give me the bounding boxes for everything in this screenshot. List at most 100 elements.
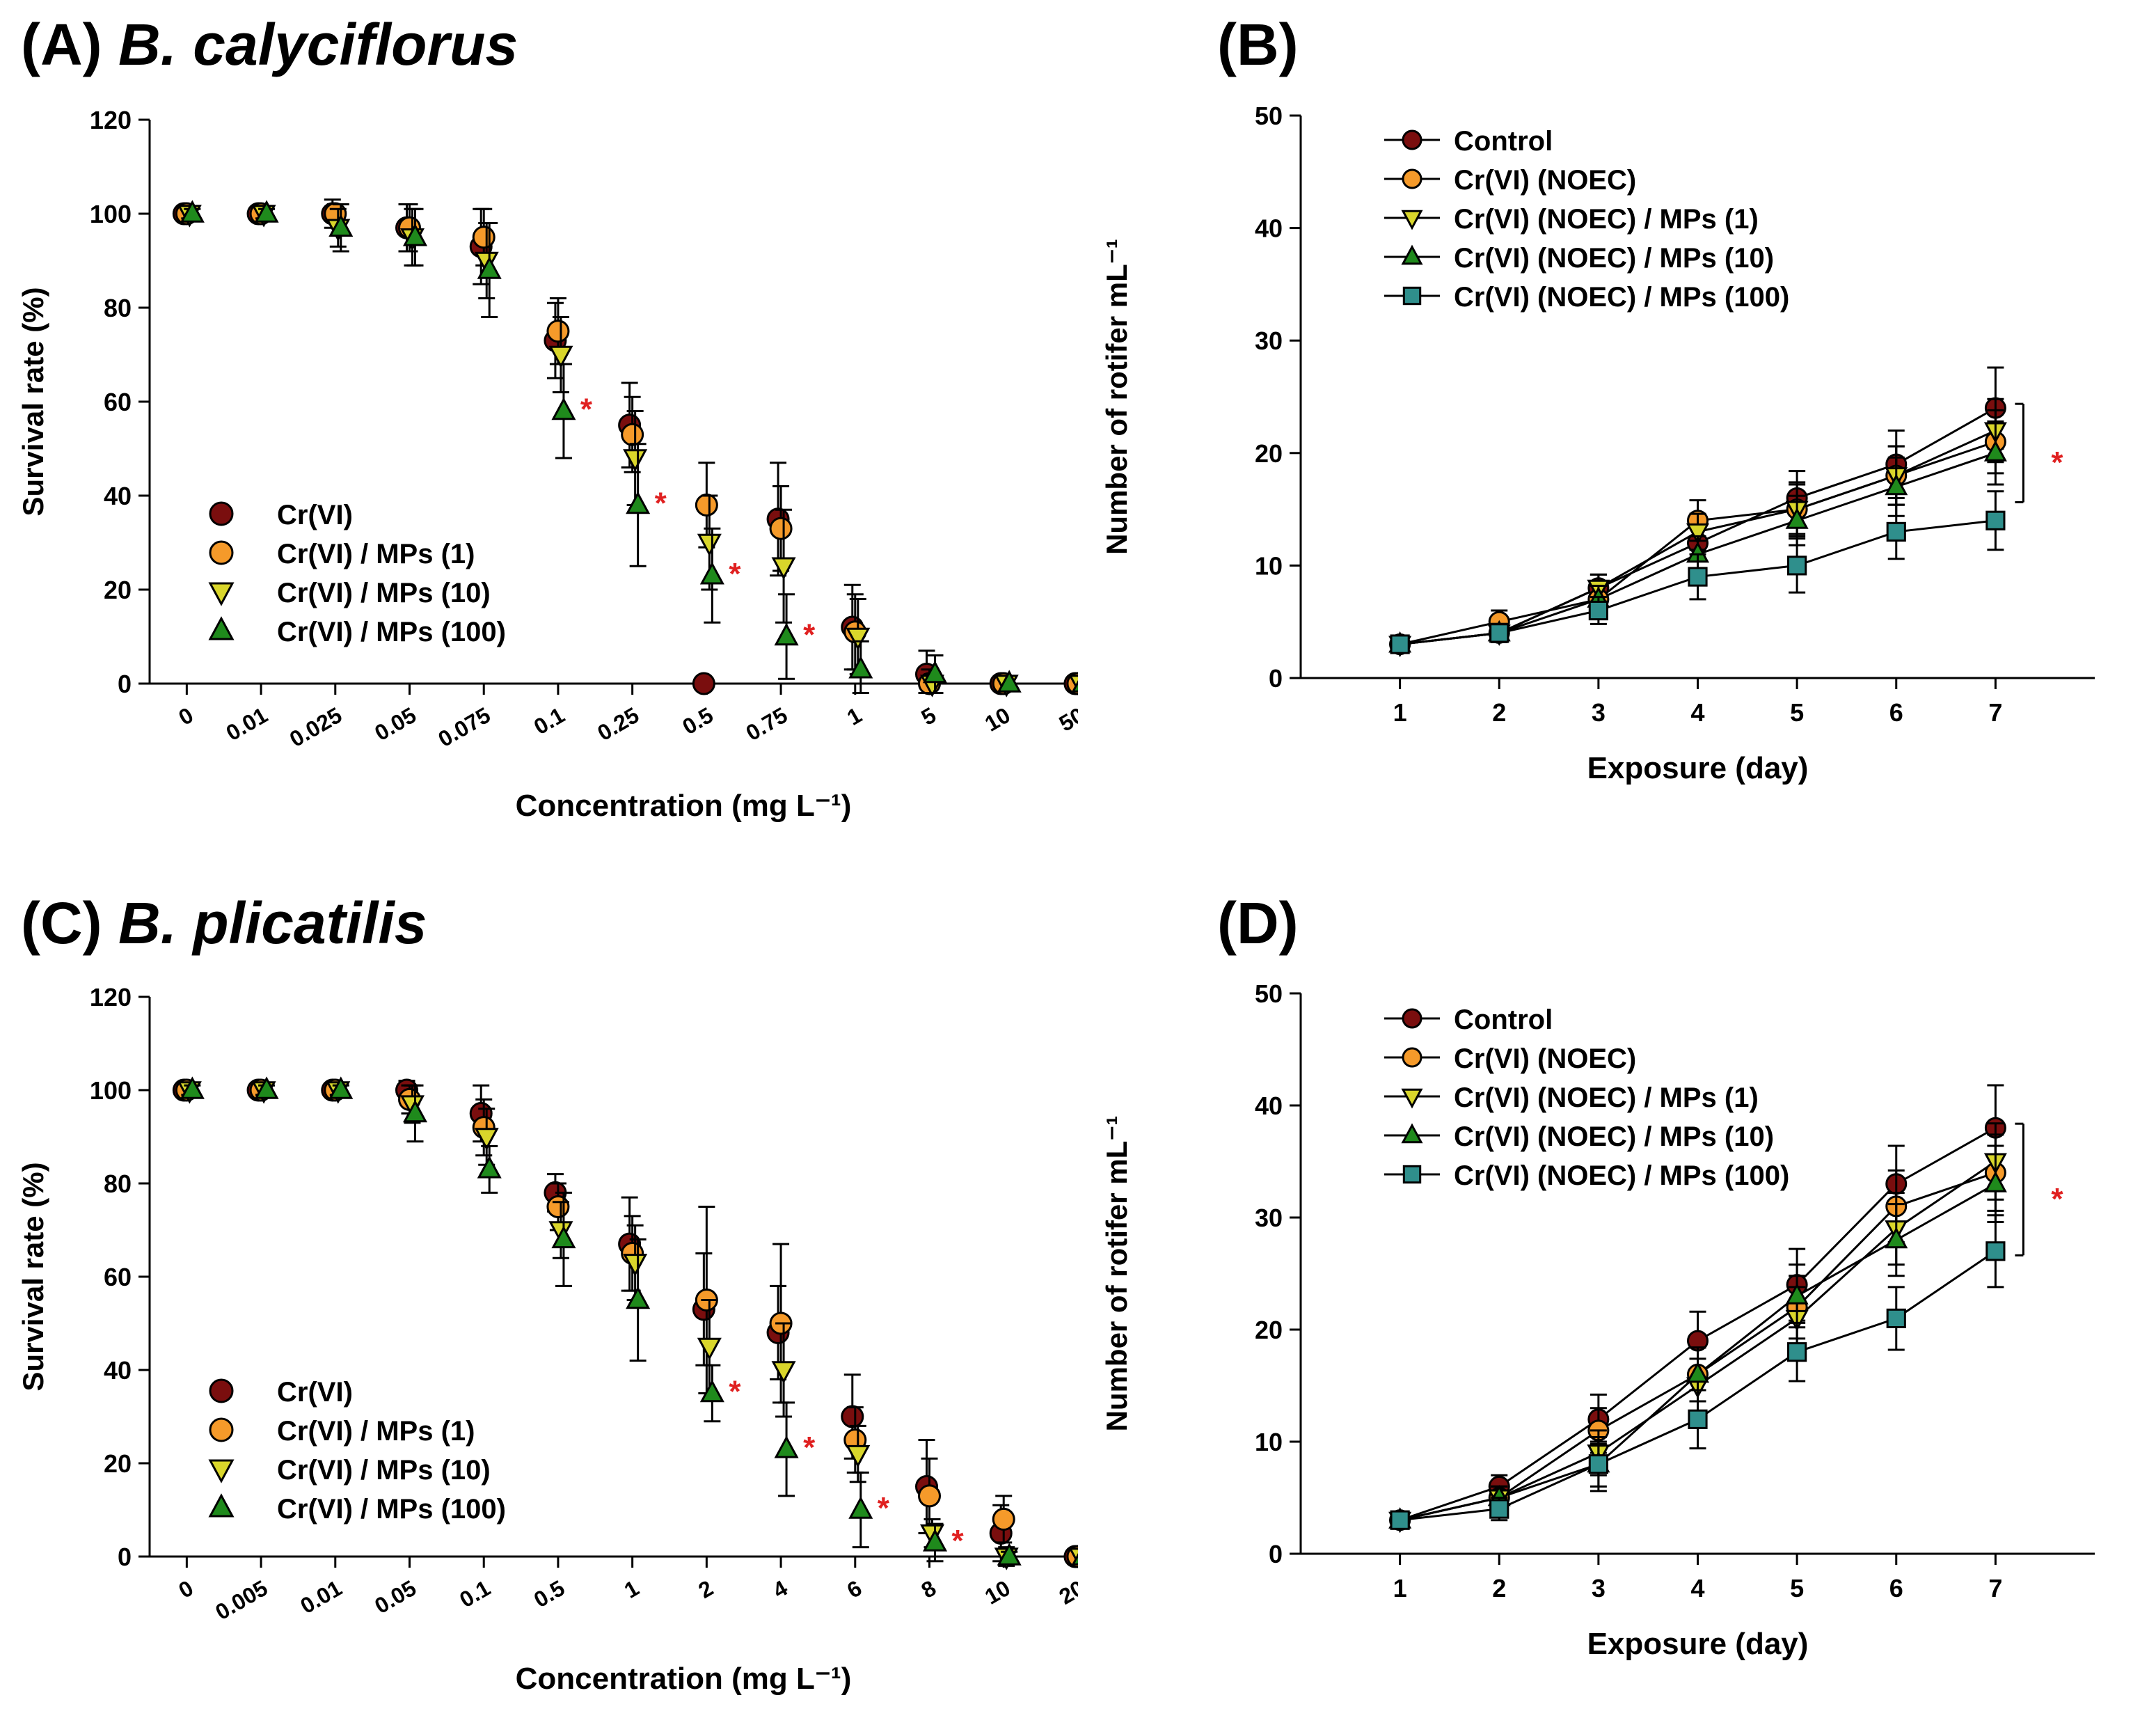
a-xtick-label-10: 5 xyxy=(917,702,940,730)
b-point-3-4 xyxy=(1785,507,1809,529)
b-point-4-0 xyxy=(1390,634,1410,654)
a-legend-marker-3 xyxy=(208,616,235,640)
c-significance-star-0: * xyxy=(729,1375,741,1409)
a-significance-star-0: * xyxy=(580,393,593,427)
c-point-3-3 xyxy=(402,1099,428,1123)
a-point-3-9 xyxy=(848,656,873,679)
c-point-3-5 xyxy=(551,1225,576,1249)
a-ytick-label-5: 100 xyxy=(90,200,132,228)
a-point-3-11 xyxy=(997,670,1022,693)
b-significance-bracket xyxy=(2015,402,2024,503)
panel-a-species: B. calyciflorus xyxy=(118,12,518,77)
chart-c-survival: 0 20 40 60 80 100 120 0 0.005 0.01 0.05 0.1 0.5 1 2 4 6 8… xyxy=(17,983,1189,1696)
a-ytick-label-1: 20 xyxy=(104,576,132,604)
panel-a-letter: (A) xyxy=(21,12,102,77)
a-point-3-1 xyxy=(254,200,279,223)
a-point-3-0 xyxy=(180,200,205,223)
c-legend-label-2: Cr(VI) / MPs (10) xyxy=(277,1455,491,1486)
c-point-2-7 xyxy=(697,1337,722,1361)
a-point-2-5 xyxy=(548,345,573,369)
a-point-3-2 xyxy=(328,214,354,237)
panel-b-heading: (B) xyxy=(1217,15,1299,74)
c-point-3-1 xyxy=(254,1076,279,1099)
d-legend-marker-1 xyxy=(1402,1047,1422,1068)
a-point-1-5 xyxy=(546,320,570,343)
b-ytick-label-3: 30 xyxy=(1255,326,1283,355)
d-ytick-label-0: 0 xyxy=(1269,1540,1283,1568)
a-xtick-label-5: 0.1 xyxy=(530,702,569,739)
d-ytick-label-4: 40 xyxy=(1255,1092,1283,1120)
b-legend-marker-2 xyxy=(1401,210,1423,230)
c-ytick-label-0: 0 xyxy=(118,1543,132,1571)
a-point-3-10 xyxy=(922,660,948,684)
a-legend-marker-1 xyxy=(209,540,234,565)
panel-d: (D) 0 10 20 30 40 50 1 2 3 4 5 6 7 * Number of rotifer… xyxy=(1078,879,2156,1725)
chart-a-survival: 0 20 40 60 80 100 120 0 0.01 0.025 0.05 0.075 0.1 0.2… xyxy=(17,106,1189,823)
c-xtick-label-5: 0.5 xyxy=(530,1575,569,1612)
c-legend-label-3: Cr(VI) / MPs (100) xyxy=(277,1494,506,1525)
b-legend-label-1: Cr(VI) (NOEC) xyxy=(1454,165,1636,196)
c-xtick-label-1: 0.005 xyxy=(211,1575,271,1625)
panel-c-species: B. plicatilis xyxy=(118,890,427,956)
d-ytick-label-3: 30 xyxy=(1255,1204,1283,1232)
d-ytick-label-5: 50 xyxy=(1255,979,1283,1008)
panel-a-heading: (A) B. calyciflorus xyxy=(21,15,518,74)
c-point-3-11 xyxy=(997,1543,1022,1566)
b-significance-star: * xyxy=(2051,446,2063,480)
c-legend-marker-0 xyxy=(209,1378,234,1403)
c-xtick-label-8: 4 xyxy=(768,1575,792,1603)
d-xtick-label-0: 1 xyxy=(1393,1574,1407,1602)
d-point-4-4 xyxy=(1787,1342,1807,1362)
a-point-1-8 xyxy=(769,517,793,540)
b-point-4-5 xyxy=(1886,521,1906,542)
chart-b-population: 0 10 20 30 40 50 1 2 3 4 5 6 7 * Number of rotifer mL⁻… xyxy=(1100,102,2095,785)
c-xtick-label-11: 10 xyxy=(981,1575,1015,1609)
d-point-4-0 xyxy=(1390,1510,1410,1530)
a-legend-marker-0 xyxy=(209,501,234,526)
c-point-1-11 xyxy=(992,1507,1015,1531)
d-significance-bracket xyxy=(2015,1122,2024,1257)
a-xtick-label-12: 50 xyxy=(1055,702,1078,737)
c-xtick-label-3: 0.05 xyxy=(370,1575,420,1618)
d-point-4-1 xyxy=(1489,1499,1509,1519)
a-point-3-5 xyxy=(551,397,576,420)
d-point-4-5 xyxy=(1886,1308,1906,1328)
c-legend-label-0: Cr(VI) xyxy=(277,1377,353,1408)
a-significance-star-1: * xyxy=(655,487,667,521)
d-x-axis-title: Exposure (day) xyxy=(1587,1627,1809,1661)
c-xtick-label-2: 0.01 xyxy=(296,1575,346,1618)
c-xtick-label-9: 6 xyxy=(843,1575,866,1603)
b-xtick-label-3: 4 xyxy=(1690,698,1704,727)
c-point-2-6 xyxy=(623,1254,648,1277)
c-legend-label-1: Cr(VI) / MPs (1) xyxy=(277,1416,475,1447)
a-xtick-label-6: 0.25 xyxy=(593,702,643,746)
a-xtick-label-8: 0.75 xyxy=(742,702,792,746)
c-point-1-10 xyxy=(918,1484,941,1508)
d-legend-label-0: Control xyxy=(1454,1005,1553,1035)
c-point-1-5 xyxy=(546,1195,570,1218)
b-point-4-3 xyxy=(1688,567,1708,587)
b-legend-label-4: Cr(VI) (NOEC) / MPs (100) xyxy=(1454,282,1789,313)
a-point-1-4 xyxy=(472,226,496,249)
b-legend-marker-3 xyxy=(1401,244,1423,265)
a-significance-star-2: * xyxy=(729,557,741,591)
c-y-axis-title: Survival rate (%) xyxy=(17,1162,49,1391)
a-point-2-9 xyxy=(846,627,871,651)
c-ytick-label-4: 80 xyxy=(104,1169,132,1198)
panel-a: (A) B. calyciflorus 0 20 40 60 80 100 120 0 0.01… xyxy=(0,0,1189,882)
b-ytick-label-0: 0 xyxy=(1269,664,1283,693)
b-xtick-label-6: 7 xyxy=(1988,698,2002,727)
d-significance-star: * xyxy=(2051,1182,2063,1216)
b-y-axis-title: Number of rotifer mL⁻¹ xyxy=(1100,239,1133,555)
d-ytick-label-2: 20 xyxy=(1255,1316,1283,1344)
a-ytick-label-6: 120 xyxy=(90,106,132,134)
chart-d-population: 0 10 20 30 40 50 1 2 3 4 5 6 7 * Number of rotifer mL⁻… xyxy=(1100,979,2095,1661)
d-legend-label-4: Cr(VI) (NOEC) / MPs (100) xyxy=(1454,1160,1789,1191)
c-point-3-6 xyxy=(626,1286,651,1309)
a-legend-label-1: Cr(VI) / MPs (1) xyxy=(277,539,475,569)
b-xtick-label-4: 5 xyxy=(1790,698,1804,727)
b-legend-label-3: Cr(VI) (NOEC) / MPs (10) xyxy=(1454,243,1774,274)
c-x-axis-title: Concentration (mg L⁻¹) xyxy=(516,1662,852,1696)
c-point-2-9 xyxy=(846,1444,871,1468)
c-ytick-label-2: 40 xyxy=(104,1356,132,1385)
